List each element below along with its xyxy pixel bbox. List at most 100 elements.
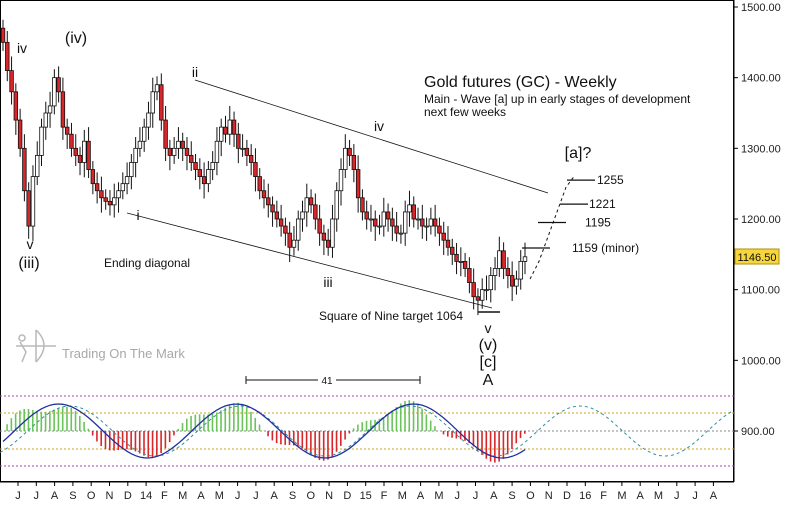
indicator-bar (143, 431, 145, 456)
indicator-bar (126, 431, 128, 450)
indicator-bar (485, 431, 488, 459)
candle-down (0, 27, 6, 43)
candle-down (450, 246, 455, 255)
indicator-bar (301, 431, 304, 449)
candle-down (394, 225, 399, 234)
candle-down (325, 239, 331, 248)
indicator-bar (160, 431, 162, 454)
candle-up (154, 84, 160, 93)
x-tick-label: J (34, 490, 40, 502)
x-tick-label: S (289, 490, 296, 502)
x-tick-label: J (674, 490, 680, 502)
candle-down (253, 162, 258, 177)
indicator-bar (494, 431, 496, 463)
candle-down (308, 197, 314, 206)
indicator-bar (6, 424, 8, 431)
indicator-bar (100, 431, 103, 447)
y-tick-label: 1000.00 (741, 355, 781, 367)
indicator-bar (331, 431, 334, 457)
indicator-bar (177, 428, 180, 431)
candle-down (283, 225, 288, 234)
y-axis-ticks: 1500.00 1400.00 1300.00 1200.00 1100.00 1000.… (734, 2, 781, 438)
indicator-bar (224, 407, 227, 431)
x-tick-label: J (235, 490, 241, 502)
indicator-bar (117, 431, 120, 450)
x-tick-label: M (215, 490, 224, 502)
projection-path (529, 174, 576, 280)
candle-down (261, 190, 267, 199)
x-tick-label: D (124, 490, 132, 502)
x-tick-label: 15 (360, 490, 372, 502)
indicator-bar (408, 400, 411, 431)
candle-down (64, 126, 70, 135)
chart-subtitle-1: Main - Wave [a] up in early stages of de… (424, 92, 691, 106)
level-label: 1255 (597, 173, 624, 187)
candle-up (514, 278, 519, 287)
candle-up (334, 190, 339, 220)
candle-down (278, 218, 284, 227)
candle-down (17, 119, 23, 149)
indicator-bar (198, 414, 201, 431)
y-tick-label: 1200.00 (741, 214, 781, 226)
indicator-bar (23, 408, 25, 431)
candle-up (30, 176, 36, 227)
candle-up (176, 140, 181, 149)
indicator-bar (340, 431, 342, 446)
indicator-bar (292, 431, 295, 446)
candle-up (424, 225, 429, 228)
indicator-bar (254, 417, 257, 431)
candle-down (445, 239, 451, 248)
candle-down (347, 147, 352, 156)
wave-label-i: i (136, 207, 139, 223)
candle-up (35, 154, 40, 177)
candle-up (133, 147, 138, 163)
x-axis-ticks: J J A S O N D 14 F M A M J J A S O N D 15 F M A M J J A S O N D 16 F M A M J… (15, 482, 718, 502)
candle-down (364, 211, 369, 220)
candle-down (257, 176, 262, 192)
indicator-bar (378, 418, 381, 431)
candle-down (467, 268, 472, 284)
candle-up (497, 250, 502, 269)
indicator-bar (87, 428, 90, 431)
candle-up (407, 204, 412, 213)
candle-down (22, 147, 27, 192)
indicator-bar (53, 409, 55, 431)
candle-down (321, 232, 327, 241)
indicator-bar (74, 411, 77, 431)
indicator-bar (241, 403, 244, 431)
candle-down (475, 296, 481, 301)
candle-up (146, 112, 151, 128)
wave-label-v-right: v (485, 320, 492, 336)
candle-up (206, 169, 211, 185)
candle-down (248, 154, 254, 163)
indicator-bar (57, 408, 60, 431)
price-candles (0, 19, 528, 316)
x-tick-label: J (692, 490, 698, 502)
indicator-bar (49, 411, 51, 431)
candle-up (398, 232, 404, 235)
indicator-bar (472, 431, 475, 447)
candle-down (471, 282, 476, 298)
indicator-bar (446, 431, 449, 437)
indicator-bar (305, 431, 308, 452)
indicator-bar (502, 431, 505, 459)
candle-down (103, 197, 108, 202)
indicator-bar (434, 426, 436, 431)
x-tick-label: D (343, 490, 351, 502)
candle-down (411, 204, 416, 220)
x-tick-label: A (490, 490, 498, 502)
candle-up (381, 211, 387, 227)
candle-down (86, 140, 91, 170)
indicator-bar (104, 431, 107, 449)
candle-up (214, 140, 220, 163)
indicator-bar (322, 431, 325, 461)
candle-down (167, 147, 173, 156)
candle-up (488, 275, 493, 291)
candle-down (26, 190, 31, 227)
indicator-bar (79, 415, 81, 431)
indicator-bar (519, 431, 522, 439)
indicator-histogram (6, 400, 526, 463)
indicator-bar (211, 413, 214, 431)
candle-down (313, 204, 318, 220)
indicator-bar (215, 412, 218, 431)
